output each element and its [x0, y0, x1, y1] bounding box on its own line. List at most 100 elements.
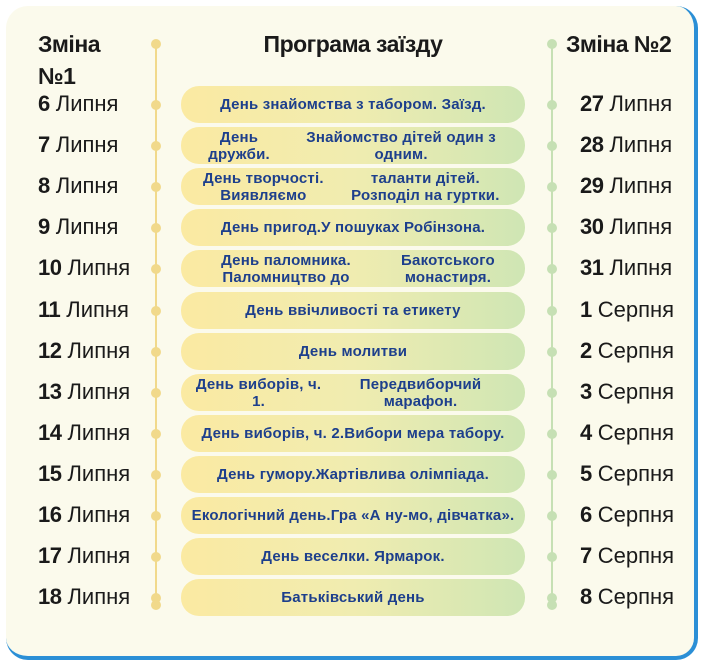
- shift1-date: 16 Липня: [38, 500, 130, 530]
- shift1-date: 15 Липня: [38, 459, 130, 489]
- shift1-date: 6 Липня: [38, 89, 118, 119]
- schedule-row: 15 Липня День гумору. Жартівлива олімпіада.…: [0, 455, 710, 496]
- shift1-date: 7 Липня: [38, 130, 118, 160]
- shift1-day: 17: [38, 543, 62, 568]
- program-item: День дружби. Знайомство дітей один з одни…: [181, 127, 525, 164]
- program-item: День ввічливості та етикету: [181, 292, 525, 329]
- shift2-timeline-dot: [547, 264, 557, 274]
- shift2-day: 29: [580, 173, 604, 198]
- program-item-line: Знайомство дітей один з одним.: [306, 128, 496, 163]
- schedule-row: 11 Липня День ввічливості та етикету 1 Серпн…: [0, 291, 710, 332]
- program-item: День знайомства з табором. Заїзд.: [181, 86, 525, 123]
- program-header: Програма заїзду: [263, 31, 443, 57]
- shift2-timeline-dot: [547, 182, 557, 192]
- shift1-date: 11 Липня: [38, 295, 129, 325]
- program-item-line: День молитви: [298, 343, 408, 360]
- shift1-day: 9: [38, 214, 50, 239]
- shift1-day: 7: [38, 132, 50, 157]
- shift2-date: 3 Серпня: [580, 377, 674, 407]
- shift2-header-dot: [547, 39, 557, 49]
- schedule-row: 18 Липня Батьківський день 8 Серпня: [0, 578, 710, 619]
- shift1-date: 17 Липня: [38, 541, 130, 571]
- shift1-timeline-dot: [151, 306, 161, 316]
- shift2-day: 5: [580, 461, 592, 486]
- shift2-month: Серпня: [597, 420, 675, 445]
- shift2-timeline-dot: [547, 470, 557, 480]
- schedule-row: 9 Липня День пригод. У пошуках Робінзона. 30…: [0, 208, 710, 249]
- shift1-month: Липня: [55, 214, 119, 239]
- program-item: День творчості. Виявляємо таланти дітей. …: [181, 168, 525, 205]
- shift2-date: 29 Липня: [580, 171, 672, 201]
- shift1-timeline-dot: [151, 593, 161, 603]
- program-item-line: День дружби.: [208, 128, 270, 163]
- program-item: День веселки. Ярмарок.: [181, 538, 525, 575]
- schedule-row: 8 Липня День творчості. Виявляємо таланти д…: [0, 167, 710, 208]
- shift2-timeline-dot: [547, 347, 557, 357]
- shift2-day: 1: [580, 297, 592, 322]
- shift1-day: 15: [38, 461, 62, 486]
- shift2-date: 8 Серпня: [580, 582, 674, 612]
- shift1-month: Липня: [66, 297, 129, 322]
- program-item-line: Бакотського монастиря.: [401, 251, 495, 286]
- shift2-month: Липня: [609, 91, 673, 116]
- shift2-date: 30 Липня: [580, 212, 672, 242]
- shift2-month: Серпня: [597, 461, 675, 486]
- shift1-timeline-dot: [151, 470, 161, 480]
- shift1-end-dot: [151, 600, 161, 610]
- shift2-timeline-dot: [547, 223, 557, 233]
- shift1-header: Зміна №1: [38, 31, 101, 89]
- shift1-date: 12 Липня: [38, 336, 130, 366]
- shift2-date: 6 Серпня: [580, 500, 674, 530]
- shift1-timeline-dot: [151, 511, 161, 521]
- shift1-day: 14: [38, 420, 62, 445]
- program-item: День молитви: [181, 333, 525, 370]
- shift1-date: 18 Липня: [38, 582, 130, 612]
- shift1-day: 6: [38, 91, 50, 116]
- shift2-month: Липня: [609, 132, 673, 157]
- shift1-date: 14 Липня: [38, 418, 130, 448]
- program-item: Батьківський день: [181, 579, 525, 616]
- shift1-month: Липня: [67, 584, 131, 609]
- schedule-row: 14 Липня День виборів, ч. 2. Вибори мера та…: [0, 414, 710, 455]
- program-item-line: Передвиборчий марафон.: [359, 375, 482, 410]
- shift1-timeline: [155, 45, 157, 605]
- shift1-timeline-dot: [151, 141, 161, 151]
- shift2-month: Серпня: [597, 543, 675, 568]
- shift1-date: 9 Липня: [38, 212, 118, 242]
- shift1-timeline-dot: [151, 429, 161, 439]
- shift2-timeline-dot: [547, 593, 557, 603]
- shift1-day: 13: [38, 379, 62, 404]
- program-item: День виборів, ч. 1. Передвиборчий марафон…: [181, 374, 525, 411]
- shift1-day: 8: [38, 173, 50, 198]
- shift2-date: 1 Серпня: [580, 295, 674, 325]
- shift2-timeline-dot: [547, 306, 557, 316]
- program-item-line: День паломника. Паломництво до: [221, 251, 351, 286]
- schedule-row: 6 Липня День знайомства з табором. Заїзд. 2…: [0, 85, 710, 126]
- program-item: День гумору. Жартівлива олімпіада.: [181, 456, 525, 493]
- shift2-timeline-dot: [547, 388, 557, 398]
- shift2-date: 2 Серпня: [580, 336, 674, 366]
- shift2-month: Липня: [609, 255, 673, 280]
- program-item-line: Гра «А ну-мо, дівчатка».: [330, 507, 515, 524]
- shift1-day: 12: [38, 338, 62, 363]
- shift1-timeline-dot: [151, 347, 161, 357]
- shift2-day: 7: [580, 543, 592, 568]
- shift1-date: 8 Липня: [38, 171, 118, 201]
- shift2-header: Зміна №2: [566, 31, 672, 57]
- program-item-line: День ввічливості та етикету: [245, 302, 461, 319]
- program-item-line: День виборів, ч. 1.: [195, 375, 322, 410]
- program-item-line: День знайомства з табором. Заїзд.: [220, 96, 486, 113]
- shift1-day: 18: [38, 584, 62, 609]
- shift1-month: Липня: [67, 379, 131, 404]
- shift1-month: Липня: [67, 543, 131, 568]
- program-item-line: У пошуках Робінзона.: [321, 219, 486, 236]
- shift1-day: 10: [38, 255, 62, 280]
- schedule-row: 17 Липня День веселки. Ярмарок. 7 Серпня: [0, 537, 710, 578]
- shift1-date: 13 Липня: [38, 377, 130, 407]
- shift1-timeline-dot: [151, 264, 161, 274]
- shift1-month: Липня: [67, 420, 131, 445]
- program-item-line: Жартівлива олімпіада.: [315, 466, 489, 483]
- program-item: День пригод. У пошуках Робінзона.: [181, 209, 525, 246]
- shift1-timeline-dot: [151, 223, 161, 233]
- shift2-date: 7 Серпня: [580, 541, 674, 571]
